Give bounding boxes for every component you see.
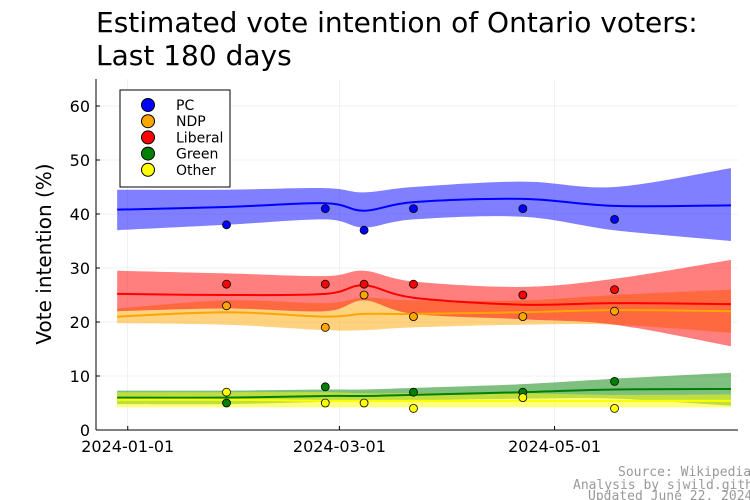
poll-points — [222, 204, 619, 413]
point-pc — [409, 204, 418, 214]
point-ndp — [409, 312, 418, 322]
source-line-1: Source: Wikipedia — [618, 465, 750, 480]
point-pc — [320, 204, 330, 214]
point-liberal — [359, 279, 369, 289]
point-pc — [359, 225, 369, 235]
legend-marker-pc — [141, 98, 155, 112]
point-liberal — [409, 279, 418, 289]
point-pc — [222, 220, 231, 230]
legend-marker-ndp — [141, 114, 155, 129]
y-tick-label: 60 — [70, 97, 90, 116]
point-other — [409, 403, 418, 413]
point-liberal — [518, 290, 528, 300]
y-tick-label: 0 — [80, 421, 90, 440]
point-ndp — [320, 322, 330, 332]
point-green — [320, 382, 330, 392]
x-tick-label: 2024-01-01 — [81, 437, 174, 456]
line-liberal — [117, 284, 731, 306]
chart-title-line-2: Last 180 days — [96, 39, 292, 72]
band-other — [117, 392, 731, 408]
y-tick-label: 10 — [70, 367, 90, 386]
point-other — [610, 403, 619, 413]
legend-label-ndp: NDP — [176, 114, 206, 130]
legend-label-liberal: Liberal — [176, 130, 223, 146]
point-green — [610, 376, 619, 386]
source-line-2: Analysis by sjwild.github.io — [573, 478, 750, 493]
x-tick-label: 2024-05-01 — [508, 437, 601, 456]
axes: 0 10 20 30 40 50 60 2024-01-01 2024-03-01 2024-05… — [70, 79, 738, 456]
y-axis-label: Vote intention (%) — [32, 163, 56, 344]
legend-label-green: Green — [176, 147, 218, 163]
line-green — [117, 387, 731, 399]
legend-marker-liberal — [141, 130, 155, 145]
point-ndp — [222, 301, 231, 311]
point-liberal — [610, 285, 619, 295]
credible-interval-bands — [117, 168, 731, 408]
legend-marker-green — [141, 146, 155, 161]
y-tick-label: 50 — [70, 151, 90, 170]
legend-label-other: Other — [176, 163, 216, 179]
point-liberal — [320, 279, 330, 289]
y-tick-label: 20 — [70, 313, 90, 332]
point-other — [320, 398, 330, 408]
legend-box — [119, 89, 231, 188]
band-pc — [117, 168, 731, 241]
y-tick-label: 30 — [70, 259, 90, 278]
point-other — [222, 387, 231, 397]
band-liberal — [117, 259, 731, 347]
legend-label-pc: PC — [176, 98, 194, 114]
point-green — [409, 387, 418, 397]
x-tick-label: 2024-03-01 — [293, 437, 386, 456]
source-line-3: Updated June 22, 2024 — [588, 489, 750, 500]
point-pc — [610, 214, 619, 224]
point-ndp — [518, 312, 528, 322]
line-pc — [117, 197, 731, 212]
point-ndp — [359, 290, 369, 300]
point-green — [222, 398, 231, 408]
legend-marker-other — [141, 162, 155, 177]
point-pc — [518, 204, 528, 214]
point-other — [518, 393, 528, 403]
point-other — [359, 398, 369, 408]
y-tick-label: 40 — [70, 205, 90, 224]
chart-title-line-1: Estimated vote intention of Ontario vote… — [96, 6, 698, 39]
point-liberal — [222, 279, 231, 289]
point-ndp — [610, 306, 619, 316]
